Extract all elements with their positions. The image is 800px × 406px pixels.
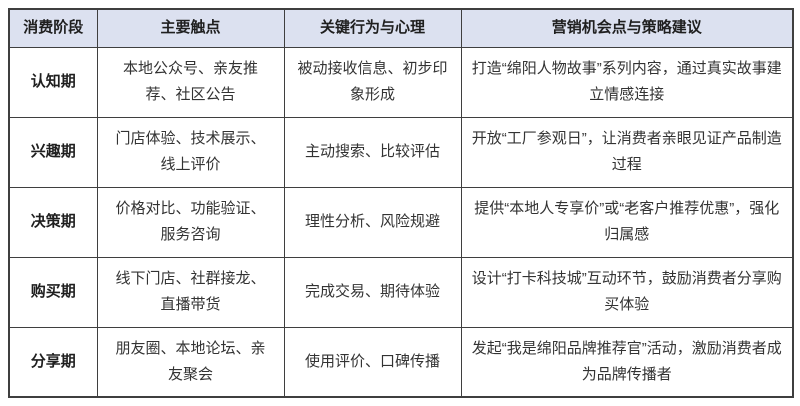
consumer-journey-table: 消费阶段 主要触点 关键行为与心理 营销机会点与策略建议 认知期 本地公众号、亲… [8, 8, 794, 398]
header-row: 消费阶段 主要触点 关键行为与心理 营销机会点与策略建议 [8, 8, 794, 48]
table-row-decision: 决策期 价格对比、功能验证、服务咨询 理性分析、风险规避 提供“本地人专享价”或… [8, 186, 794, 258]
header-cell-stage: 消费阶段 [8, 8, 98, 48]
cell-behavior: 完成交易、期待体验 [283, 256, 462, 328]
table-row-awareness: 认知期 本地公众号、亲友推荐、社区公告 被动接收信息、初步印象形成 打造“绵阳人… [8, 46, 794, 118]
cell-strategy: 打造“绵阳人物故事”系列内容，通过真实故事建立情感连接 [460, 46, 794, 118]
cell-strategy: 设计“打卡科技城”互动环节，鼓励消费者分享购买体验 [460, 256, 794, 328]
cell-touchpoints: 线下门店、社群接龙、直播带货 [96, 256, 285, 328]
cell-touchpoints: 价格对比、功能验证、服务咨询 [96, 186, 285, 258]
cell-strategy: 提供“本地人专享价”或“老客户推荐优惠”，强化归属感 [460, 186, 794, 258]
header-cell-behavior: 关键行为与心理 [283, 8, 462, 48]
cell-stage: 购买期 [8, 256, 98, 328]
cell-behavior: 使用评价、口碑传播 [283, 326, 462, 398]
cell-behavior: 理性分析、风险规避 [283, 186, 462, 258]
header-cell-strategy: 营销机会点与策略建议 [460, 8, 794, 48]
cell-stage: 认知期 [8, 46, 98, 118]
cell-behavior: 被动接收信息、初步印象形成 [283, 46, 462, 118]
table-row-purchase: 购买期 线下门店、社群接龙、直播带货 完成交易、期待体验 设计“打卡科技城”互动… [8, 256, 794, 328]
cell-stage: 决策期 [8, 186, 98, 258]
cell-stage: 分享期 [8, 326, 98, 398]
cell-strategy: 开放“工厂参观日”，让消费者亲眼见证产品制造过程 [460, 116, 794, 188]
cell-touchpoints: 门店体验、技术展示、线上评价 [96, 116, 285, 188]
cell-behavior: 主动搜索、比较评估 [283, 116, 462, 188]
cell-stage: 兴趣期 [8, 116, 98, 188]
header-cell-touchpoints: 主要触点 [96, 8, 285, 48]
cell-touchpoints: 朋友圈、本地论坛、亲友聚会 [96, 326, 285, 398]
cell-strategy: 发起“我是绵阳品牌推荐官”活动，激励消费者成为品牌传播者 [460, 326, 794, 398]
table-row-interest: 兴趣期 门店体验、技术展示、线上评价 主动搜索、比较评估 开放“工厂参观日”，让… [8, 116, 794, 188]
table-row-sharing: 分享期 朋友圈、本地论坛、亲友聚会 使用评价、口碑传播 发起“我是绵阳品牌推荐官… [8, 326, 794, 398]
cell-touchpoints: 本地公众号、亲友推荐、社区公告 [96, 46, 285, 118]
